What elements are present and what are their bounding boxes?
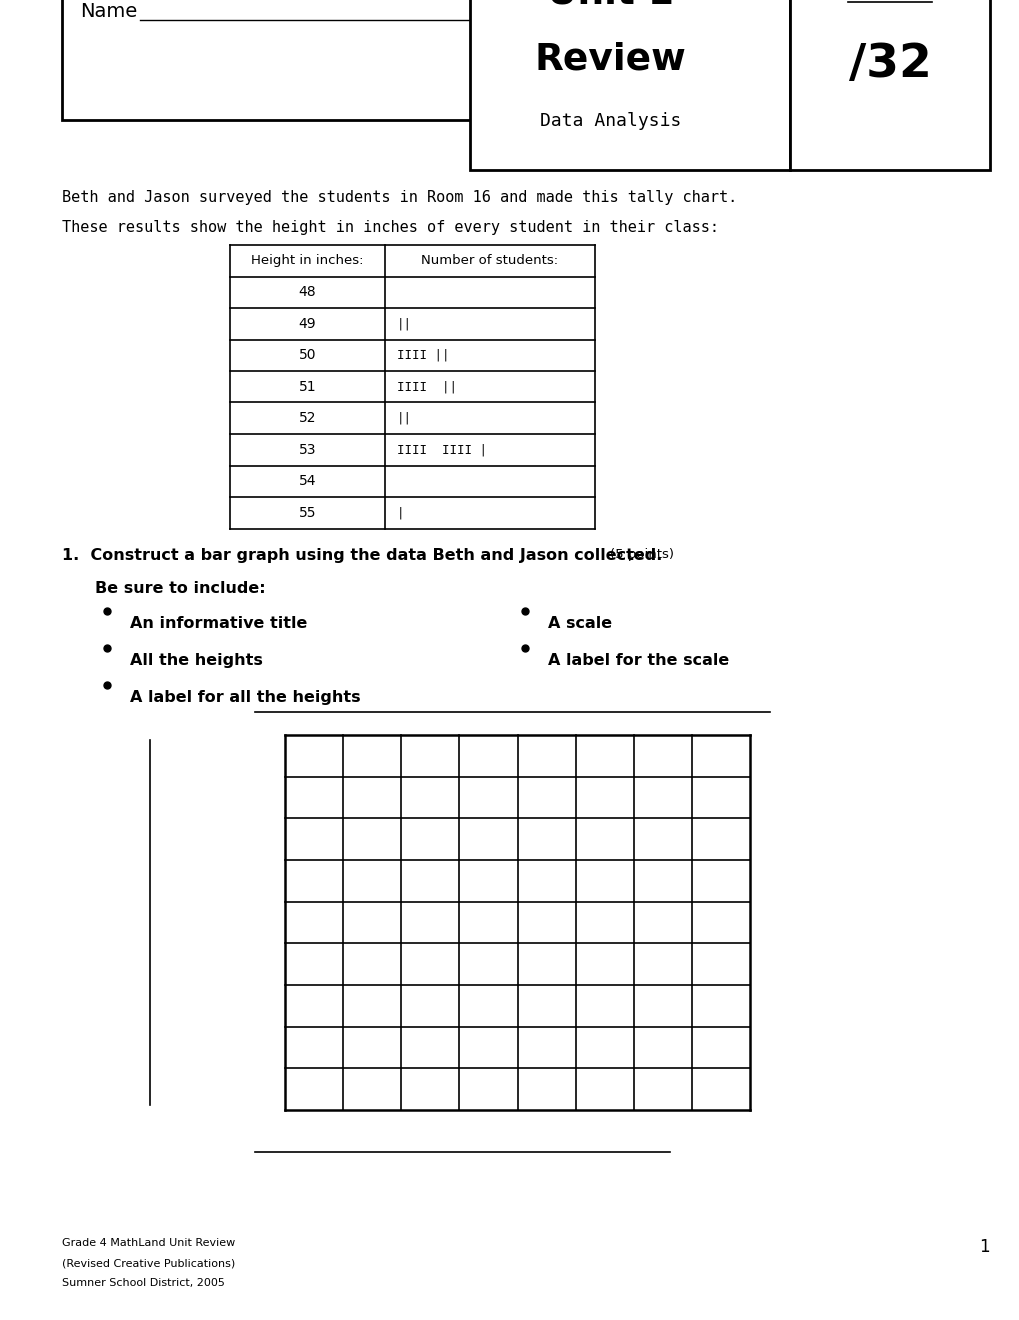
- Text: 48: 48: [299, 285, 316, 300]
- Text: ||: ||: [396, 317, 412, 330]
- Text: Grade 4 MathLand Unit Review: Grade 4 MathLand Unit Review: [62, 1238, 235, 1247]
- Text: Beth and Jason surveyed the students in Room 16 and made this tally chart.: Beth and Jason surveyed the students in …: [62, 190, 737, 205]
- Text: IIII  IIII |: IIII IIII |: [396, 444, 486, 457]
- Text: An informative title: An informative title: [129, 616, 307, 631]
- Text: (5 points): (5 points): [609, 548, 674, 561]
- Bar: [62, 0, 491, 120]
- Text: 50: 50: [299, 348, 316, 362]
- Text: Review: Review: [534, 42, 686, 78]
- Bar: [790, 0, 989, 170]
- Text: Name: Name: [79, 3, 138, 21]
- Text: 52: 52: [299, 412, 316, 425]
- Text: 1.  Construct a bar graph using the data Beth and Jason collected.: 1. Construct a bar graph using the data …: [62, 548, 661, 564]
- Text: These results show the height in inches of every student in their class:: These results show the height in inches …: [62, 220, 718, 235]
- Text: A label for the scale: A label for the scale: [547, 653, 729, 668]
- Text: 55: 55: [299, 506, 316, 520]
- Text: ||: ||: [396, 412, 412, 425]
- Text: Number of students:: Number of students:: [421, 255, 558, 267]
- Text: A scale: A scale: [547, 616, 611, 631]
- Text: IIII  ||: IIII ||: [396, 380, 457, 393]
- Text: Height in inches:: Height in inches:: [251, 255, 364, 267]
- Text: Unit 1: Unit 1: [547, 0, 674, 11]
- Text: Be sure to include:: Be sure to include:: [95, 581, 265, 597]
- Text: (Revised Creative Publications): (Revised Creative Publications): [62, 1258, 235, 1269]
- Bar: [470, 0, 790, 170]
- Text: 49: 49: [299, 317, 316, 331]
- Text: A label for all the heights: A label for all the heights: [129, 690, 361, 705]
- Text: IIII ||: IIII ||: [396, 348, 449, 362]
- Text: All the heights: All the heights: [129, 653, 263, 668]
- Text: Data Analysis: Data Analysis: [540, 112, 681, 129]
- Text: 1: 1: [978, 1238, 989, 1257]
- Text: 51: 51: [299, 380, 316, 393]
- Text: 53: 53: [299, 442, 316, 457]
- Text: |: |: [396, 507, 405, 519]
- Text: 54: 54: [299, 474, 316, 488]
- Text: /32: /32: [848, 42, 930, 87]
- Text: Sumner School District, 2005: Sumner School District, 2005: [62, 1278, 224, 1288]
